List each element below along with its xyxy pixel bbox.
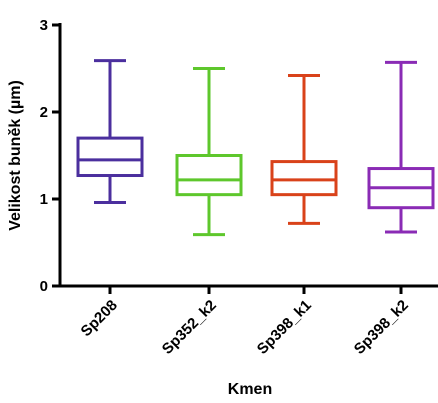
box-0-iqr — [76, 136, 144, 178]
box-1-iqr — [175, 154, 243, 197]
x-tick-label-0: Sp208 — [78, 297, 121, 340]
y-tick-label-3: 3 — [40, 17, 48, 34]
box-2 — [270, 73, 338, 225]
box-1 — [175, 67, 243, 237]
x-tick-label-3: Sp398_k2 — [351, 297, 412, 358]
x-axis-title: Kmen — [228, 381, 272, 398]
x-axis: Sp208 Sp352_k2 Sp398_k1 Sp398_k2 — [58, 284, 438, 358]
y-tick-label-0: 0 — [40, 278, 48, 295]
y-tick-label-2: 2 — [40, 104, 48, 121]
box-2-iqr — [270, 160, 338, 197]
y-axis: 0 1 2 3 — [40, 17, 62, 295]
boxes — [76, 59, 435, 237]
box-0 — [76, 59, 144, 204]
box-3 — [367, 60, 435, 234]
y-axis-title: Velikost buněk (µm) — [7, 80, 24, 231]
x-tick-label-2: Sp398_k1 — [254, 297, 315, 358]
x-tick-label-1: Sp352_k2 — [159, 297, 220, 358]
y-tick-label-1: 1 — [40, 191, 48, 208]
